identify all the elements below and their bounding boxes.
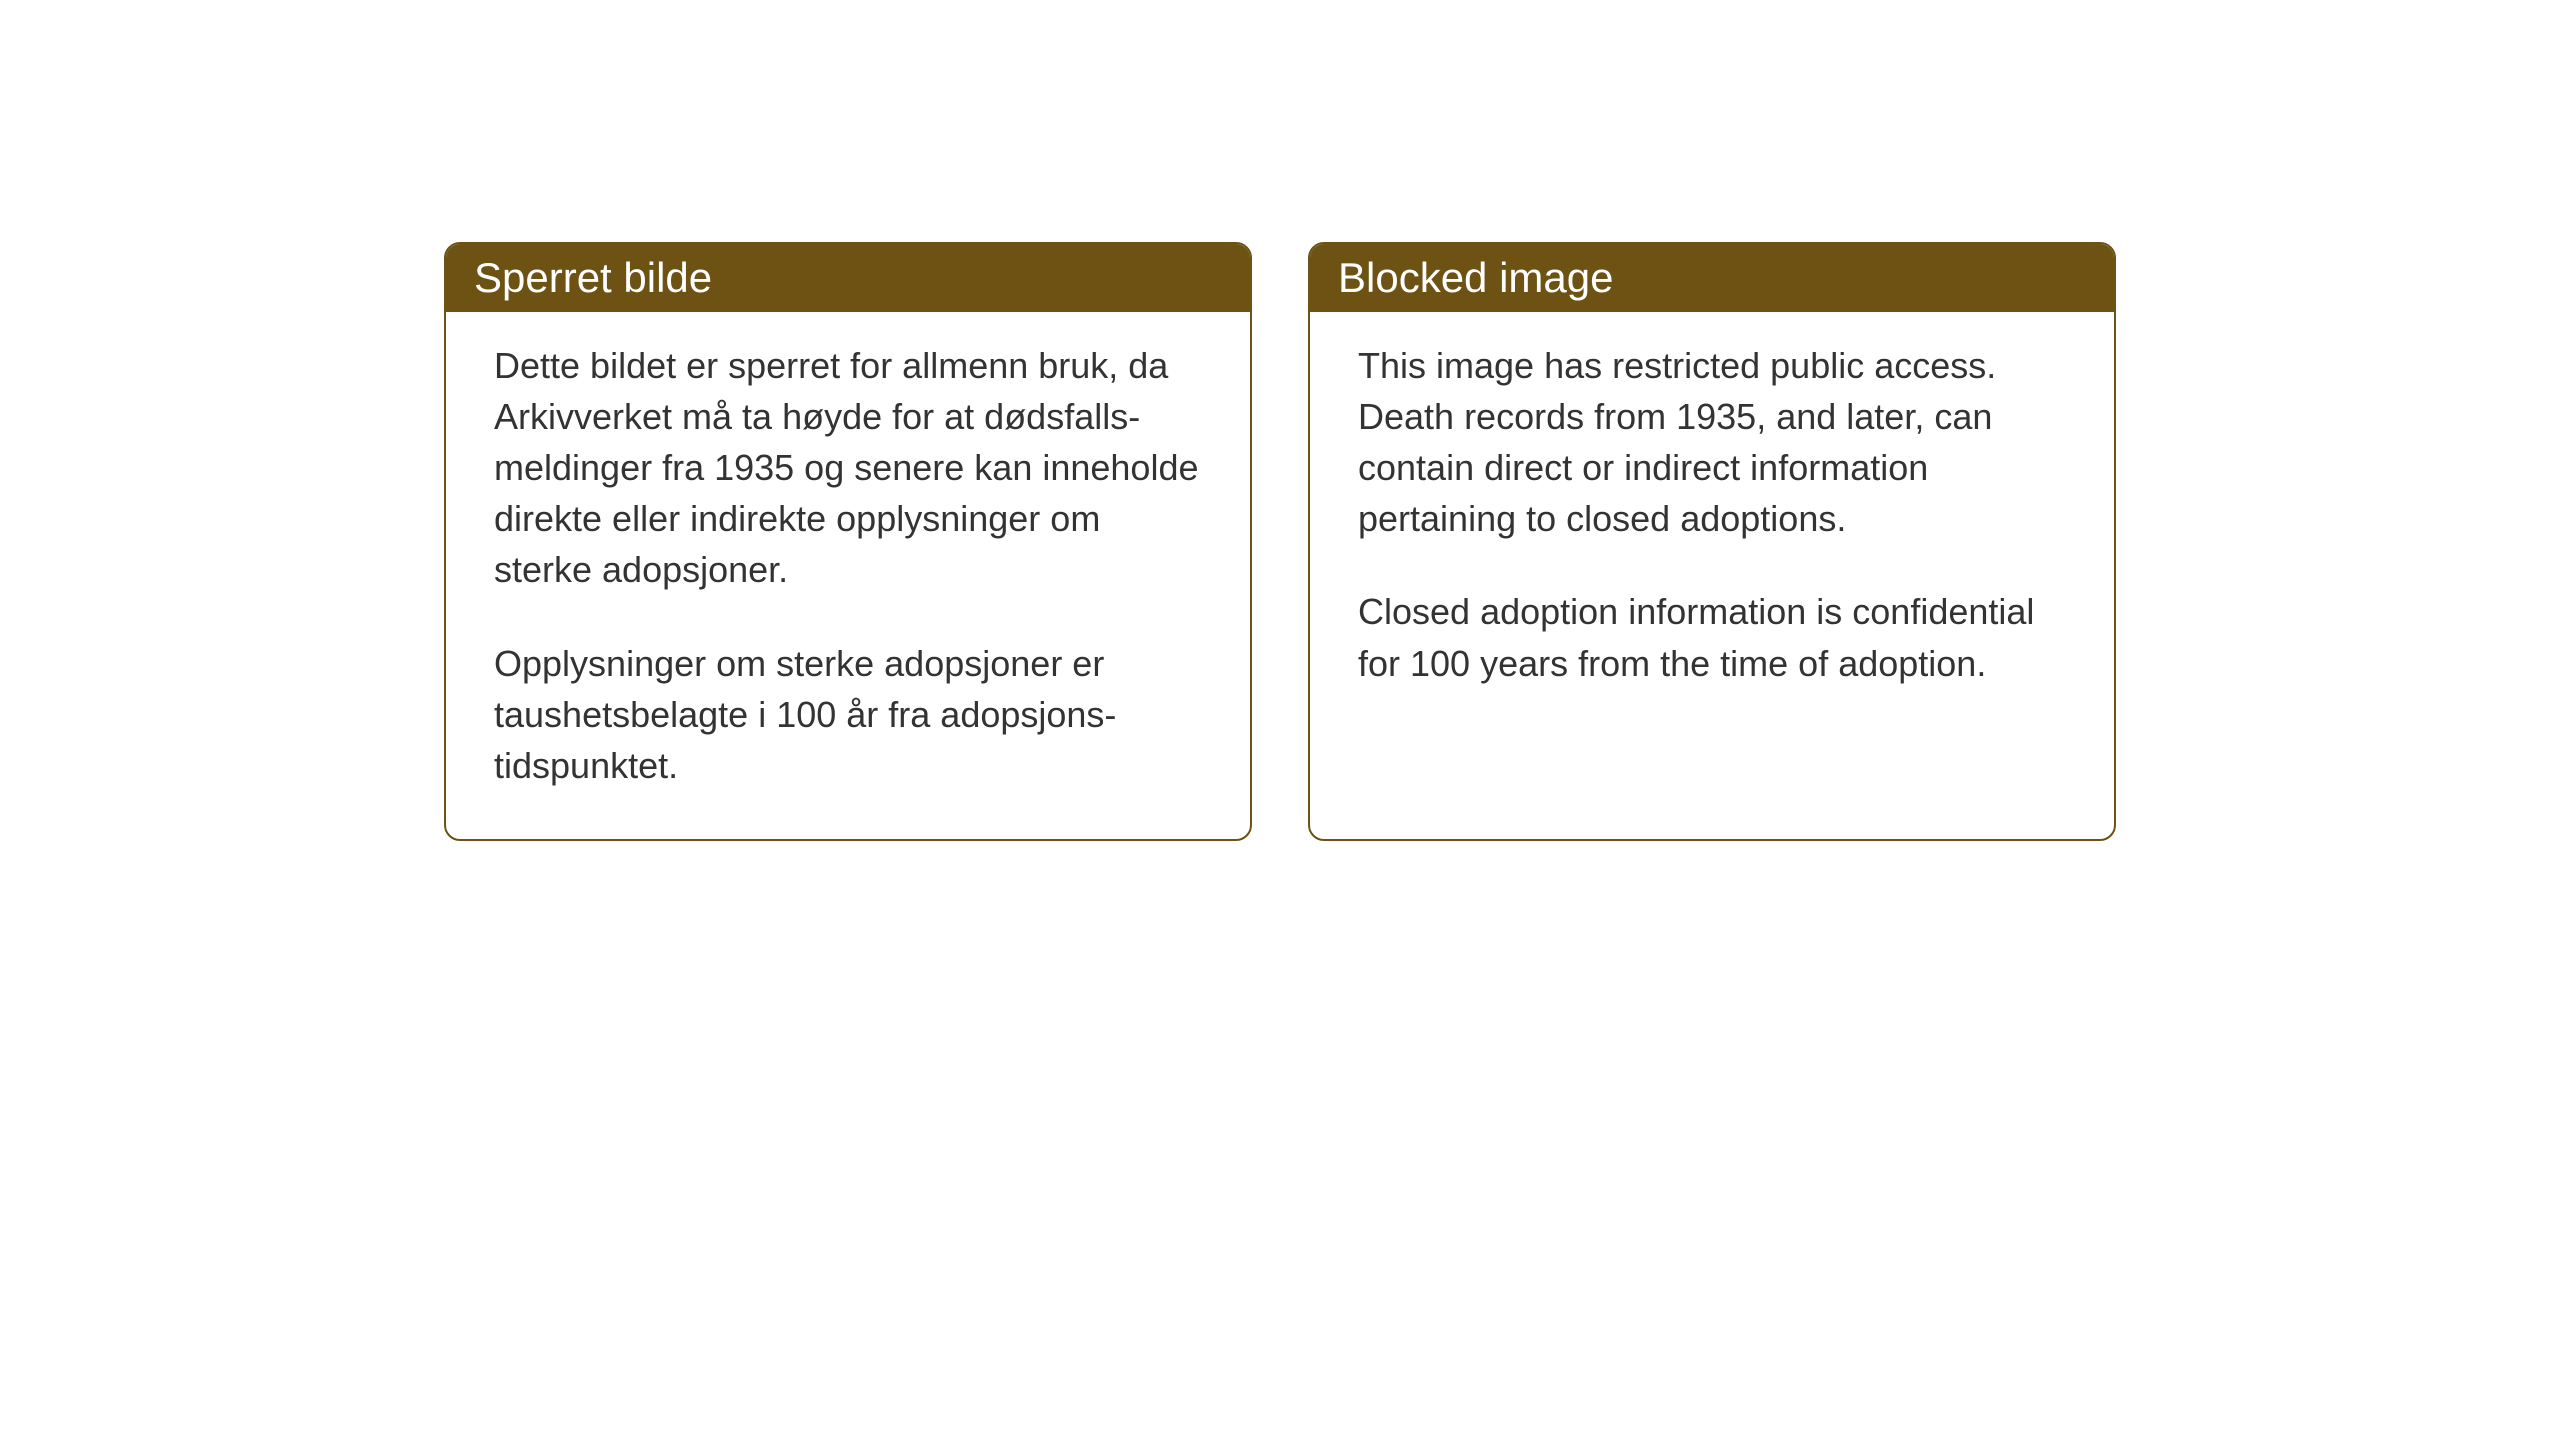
card-body-norwegian: Dette bildet er sperret for allmenn bruk…	[446, 312, 1250, 839]
card-paragraph-2-english: Closed adoption information is confident…	[1358, 586, 2066, 688]
card-paragraph-1-norwegian: Dette bildet er sperret for allmenn bruk…	[494, 340, 1202, 596]
card-paragraph-1-english: This image has restricted public access.…	[1358, 340, 2066, 544]
notice-container: Sperret bilde Dette bildet er sperret fo…	[444, 242, 2116, 841]
notice-card-norwegian: Sperret bilde Dette bildet er sperret fo…	[444, 242, 1252, 841]
card-header-english: Blocked image	[1310, 244, 2114, 312]
card-title-norwegian: Sperret bilde	[474, 254, 1222, 302]
card-body-english: This image has restricted public access.…	[1310, 312, 2114, 737]
card-paragraph-2-norwegian: Opplysninger om sterke adopsjoner er tau…	[494, 638, 1202, 791]
notice-card-english: Blocked image This image has restricted …	[1308, 242, 2116, 841]
card-header-norwegian: Sperret bilde	[446, 244, 1250, 312]
card-title-english: Blocked image	[1338, 254, 2086, 302]
